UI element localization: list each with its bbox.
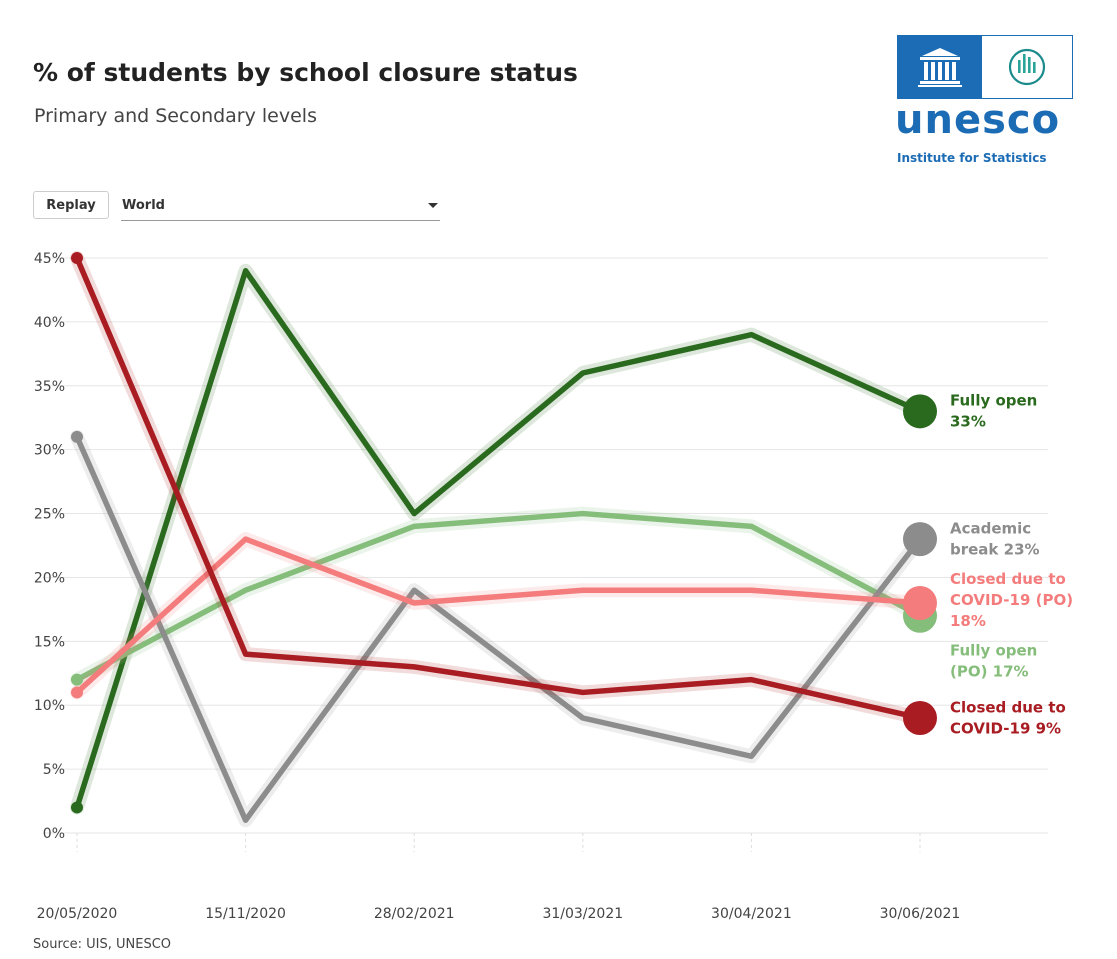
series-start-dot xyxy=(71,673,83,686)
chart-title: % of students by school closure status xyxy=(33,58,578,87)
series-end-dot xyxy=(903,701,937,735)
unesco-logo: unesco Institute for Statistics xyxy=(895,35,1073,170)
chart-subtitle: Primary and Secondary levels xyxy=(34,105,317,127)
series-end-label: Closed due to COVID-19 (PO) 18% xyxy=(950,570,1073,630)
chevron-down-icon xyxy=(428,203,438,208)
series-end-label: Closed due to COVID-19 9% xyxy=(950,699,1066,738)
replay-button[interactable]: Replay xyxy=(33,191,109,219)
x-tick-label: 30/04/2021 xyxy=(711,906,792,922)
series-line xyxy=(74,510,923,683)
x-tick-label: 31/03/2021 xyxy=(542,906,623,922)
y-tick-label: 15% xyxy=(34,634,65,650)
y-tick-label: 20% xyxy=(34,570,65,586)
region-select[interactable]: World xyxy=(121,191,440,221)
y-tick-label: 40% xyxy=(34,315,65,331)
series-end-dot xyxy=(903,394,937,429)
y-tick-label: 10% xyxy=(34,698,65,714)
series-start-dot xyxy=(71,430,83,443)
y-tick-label: 45% xyxy=(34,251,65,267)
region-select-value: World xyxy=(122,198,165,213)
x-tick-label: 15/11/2020 xyxy=(205,906,286,922)
x-tick-label: 28/02/2021 xyxy=(374,906,455,922)
series-line xyxy=(74,536,923,696)
series-end-dot xyxy=(903,522,937,557)
series-line xyxy=(74,255,923,721)
x-tick-label: 20/05/2020 xyxy=(37,906,118,922)
series-start-dot xyxy=(71,801,83,814)
series-halo xyxy=(70,429,927,828)
y-tick-label: 35% xyxy=(34,379,65,395)
y-tick-label: 30% xyxy=(34,443,65,459)
series-end-label: Fully open 33% xyxy=(950,392,1037,431)
y-tick-label: 25% xyxy=(34,507,65,523)
series-end-label: Fully open (PO) 17% xyxy=(950,642,1037,681)
source-note: Source: UIS, UNESCO xyxy=(33,937,172,952)
logo-emblem xyxy=(897,35,1073,99)
logo-wordmark: unesco xyxy=(895,97,1061,143)
series-end-label: Academic break 23% xyxy=(950,520,1040,559)
series-line xyxy=(74,434,923,823)
statistics-icon xyxy=(983,36,1072,98)
x-tick-label: 30/06/2021 xyxy=(880,906,961,922)
y-tick-label: 5% xyxy=(43,762,65,778)
temple-icon xyxy=(898,36,982,98)
logo-subtitle: Institute for Statistics xyxy=(897,151,1047,165)
series-end-dot xyxy=(903,586,937,620)
series-line xyxy=(74,268,923,811)
series-start-dot xyxy=(71,686,83,699)
y-tick-label: 0% xyxy=(43,826,65,842)
series-start-dot xyxy=(71,252,83,264)
